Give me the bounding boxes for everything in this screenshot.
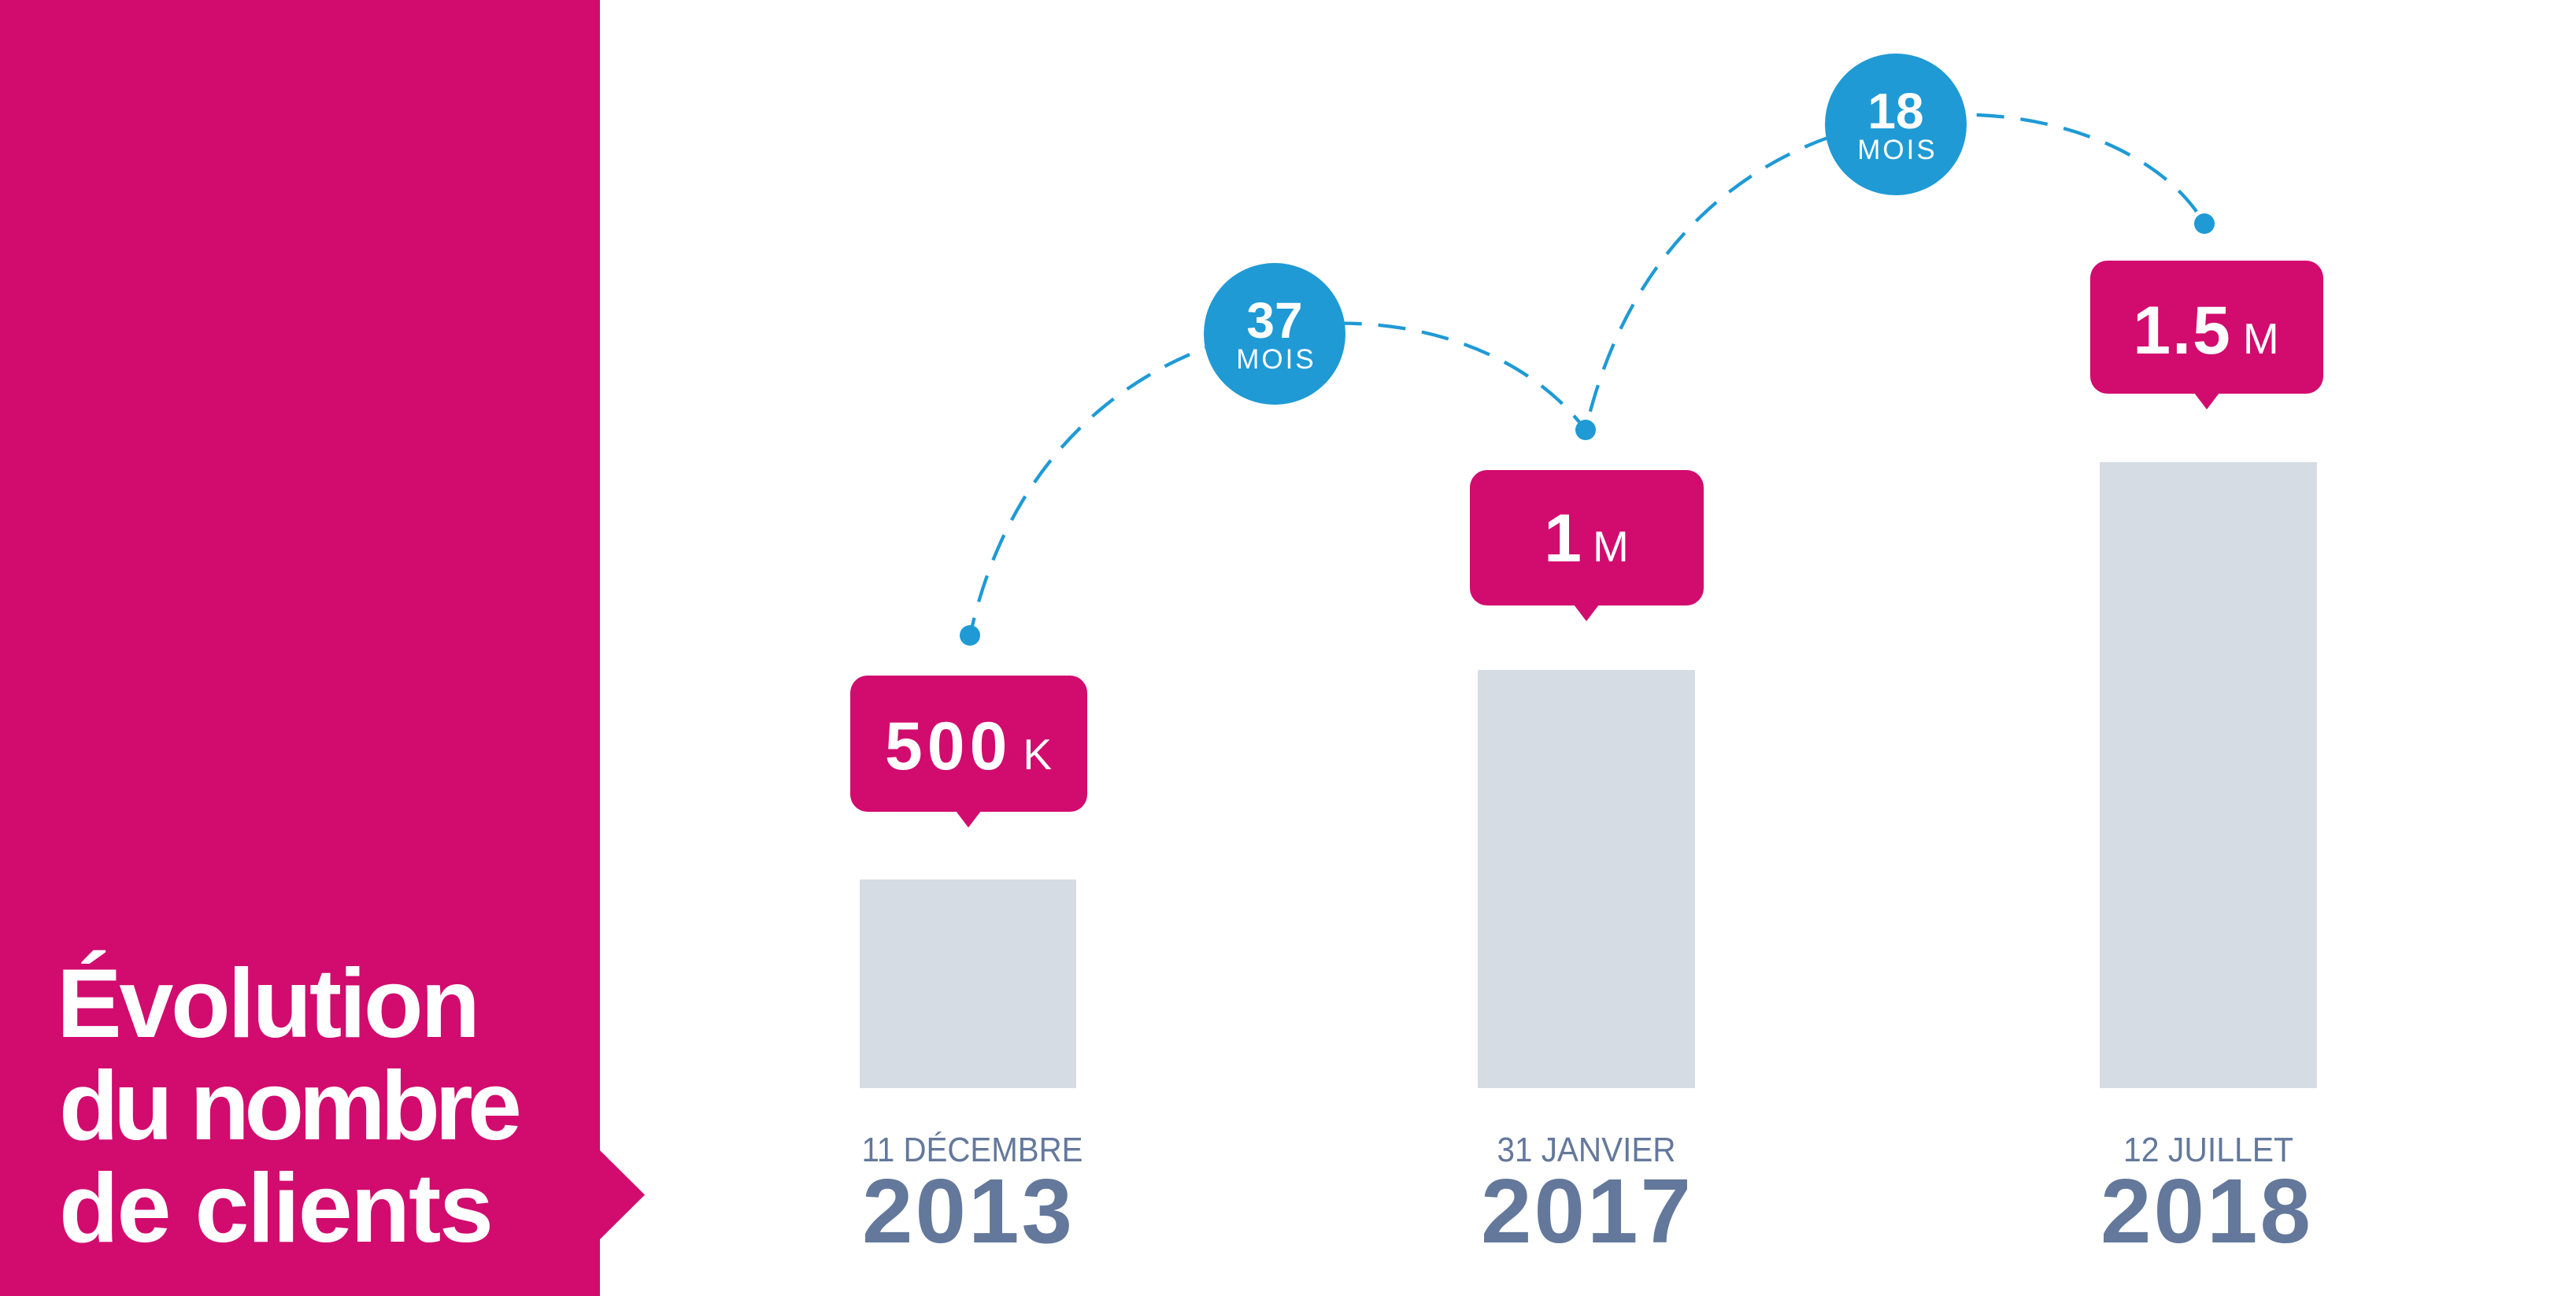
svg-text:11 DÉCEMBRE: 11 DÉCEMBRE (862, 1131, 1083, 1169)
svg-text:2013: 2013 (862, 1160, 1075, 1262)
svg-text:18: 18 (1867, 83, 1923, 139)
svg-text:2018: 2018 (2100, 1160, 2313, 1262)
svg-text:2017: 2017 (1481, 1160, 1693, 1262)
svg-text:de clients: de clients (59, 1154, 494, 1263)
svg-text:12 JUILLET: 12 JUILLET (2123, 1131, 2293, 1169)
svg-text:37: 37 (1246, 292, 1302, 349)
svg-text:1.5M: 1.5 M (2133, 293, 2278, 368)
svg-text:du nombre: du nombre (59, 1052, 522, 1161)
svg-text:Évolution: Évolution (57, 950, 480, 1058)
svg-text:MOIS: MOIS (1857, 135, 1937, 165)
svg-text:MOIS: MOIS (1236, 344, 1316, 375)
svg-text:31 JANVIER: 31 JANVIER (1497, 1131, 1676, 1169)
svg-text:1M: 1M (1544, 501, 1629, 576)
